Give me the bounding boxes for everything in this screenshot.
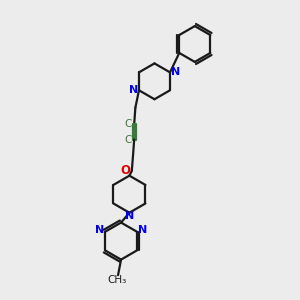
Text: N: N <box>129 85 138 95</box>
Text: N: N <box>138 225 147 235</box>
Text: O: O <box>120 164 130 177</box>
Text: N: N <box>125 211 134 221</box>
Text: C: C <box>124 119 132 129</box>
Text: N: N <box>171 68 180 77</box>
Text: C: C <box>124 134 132 145</box>
Text: CH₃: CH₃ <box>108 275 127 286</box>
Text: N: N <box>95 225 104 235</box>
